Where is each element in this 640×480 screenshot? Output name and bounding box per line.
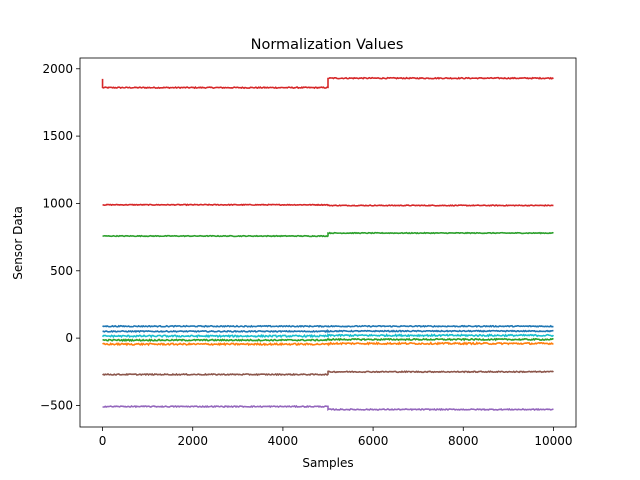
y-axis-label: Sensor Data: [11, 206, 25, 280]
series-5: [101, 333, 555, 339]
series-line: [101, 76, 554, 90]
y-tick-label: −500: [40, 398, 73, 412]
series-line: [102, 329, 554, 334]
x-tick-label: 8000: [448, 434, 479, 448]
series-8: [102, 370, 554, 377]
series-0: [101, 76, 554, 90]
series-6: [102, 337, 554, 343]
x-axis-label: Samples: [302, 456, 353, 470]
series-line: [102, 337, 554, 343]
y-axis-ticks: −500 0 500 1000 1500 2000: [40, 62, 80, 412]
series-line: [102, 341, 554, 347]
series-line: [102, 203, 554, 207]
x-tick-label: 2000: [177, 434, 208, 448]
series-line: [101, 333, 555, 339]
y-tick-label: 1000: [42, 196, 73, 210]
series-9: [102, 404, 554, 412]
series-line: [102, 231, 554, 238]
x-axis-ticks: 0 2000 4000 6000 8000 10000: [99, 427, 573, 448]
plot-frame: [79, 57, 577, 428]
series-line: [102, 324, 554, 328]
series-line: [102, 404, 554, 412]
x-tick-label: 10000: [534, 434, 572, 448]
y-tick-label: 1500: [42, 129, 73, 143]
x-tick-label: 0: [99, 434, 107, 448]
y-tick-label: 500: [50, 264, 73, 278]
series-line: [102, 370, 554, 377]
series-4: [102, 329, 554, 334]
y-tick-label: 2000: [42, 62, 73, 76]
x-tick-label: 4000: [268, 434, 299, 448]
chart-title: Normalization Values: [251, 37, 404, 53]
series-7: [102, 341, 554, 347]
x-tick-label: 6000: [358, 434, 389, 448]
series-3: [102, 324, 554, 328]
series-2: [102, 231, 554, 238]
series-layer: [101, 76, 555, 412]
series-1: [102, 203, 554, 207]
y-tick-label: 0: [65, 331, 73, 345]
